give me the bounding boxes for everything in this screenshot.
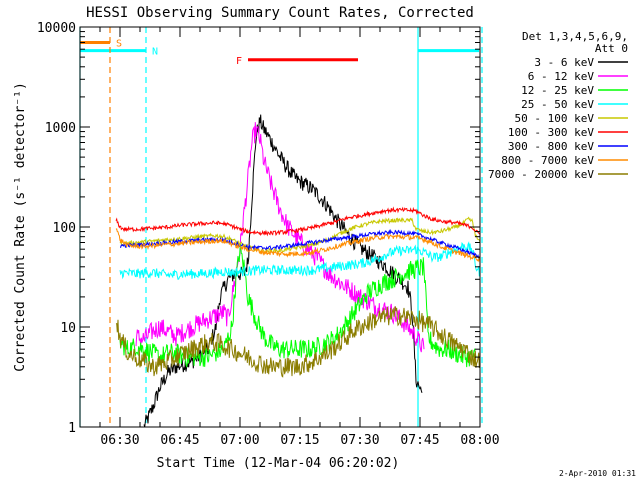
- y-tick-label: 10000: [37, 21, 76, 36]
- x-tick-label: 08:00: [460, 433, 499, 448]
- series-line: [120, 228, 481, 260]
- x-tick-label: 06:30: [100, 433, 139, 448]
- y-axis-label: Corrected Count Rate (s⁻¹ detector⁻¹): [13, 82, 28, 372]
- series-line: [119, 216, 481, 254]
- y-tick-label: 10: [60, 321, 76, 336]
- timestamp-stamp: 2-Apr-2010 01:31: [559, 469, 636, 478]
- x-axis: 06:30 06:45 07:00 07:15 07:30 07:45 08:00: [99, 27, 500, 448]
- x-tick-label: 07:15: [280, 433, 319, 448]
- flag-label-f: F: [236, 56, 242, 67]
- x-tick-label: 06:45: [160, 433, 199, 448]
- series-line: [119, 241, 481, 280]
- series-line: [119, 244, 477, 369]
- legend-label: 300 - 800 keV: [508, 140, 594, 153]
- legend-header-line-1: Det 1,3,4,5,6,9,: [522, 30, 628, 43]
- y-tick-label: 100: [53, 221, 76, 236]
- legend-label: 3 - 6 keV: [534, 56, 594, 69]
- legend-header-line-2: Att 0: [595, 42, 628, 55]
- legend-label: 50 - 100 keV: [515, 112, 595, 125]
- x-tick-label: 07:45: [400, 433, 439, 448]
- legend-label: 6 - 12 keV: [528, 70, 595, 83]
- legend-label: 25 - 50 keV: [521, 98, 594, 111]
- y-tick-label: 1000: [45, 121, 76, 136]
- series-layer: [115, 114, 481, 428]
- series-line: [115, 228, 481, 263]
- series-line: [135, 122, 425, 353]
- legend-label: 7000 - 20000 keV: [488, 168, 594, 181]
- x-axis-label: Start Time (12-Mar-04 06:20:02): [157, 456, 400, 471]
- chart-title: HESSI Observing Summary Count Rates, Cor…: [86, 5, 474, 21]
- x-tick-label: 07:00: [220, 433, 259, 448]
- series-line: [115, 306, 481, 378]
- x-tick-label: 07:30: [340, 433, 379, 448]
- legend-label: 12 - 25 keV: [521, 84, 594, 97]
- y-tick-label: 1: [68, 421, 76, 436]
- flag-label-n: N: [152, 47, 158, 58]
- series-line: [115, 206, 481, 237]
- flag-label-s: S: [116, 38, 122, 49]
- legend-label: 800 - 7000 keV: [501, 154, 594, 167]
- legend-label: 100 - 300 keV: [508, 126, 594, 139]
- y-axis: 1 10 100 1000 10000: [37, 21, 480, 436]
